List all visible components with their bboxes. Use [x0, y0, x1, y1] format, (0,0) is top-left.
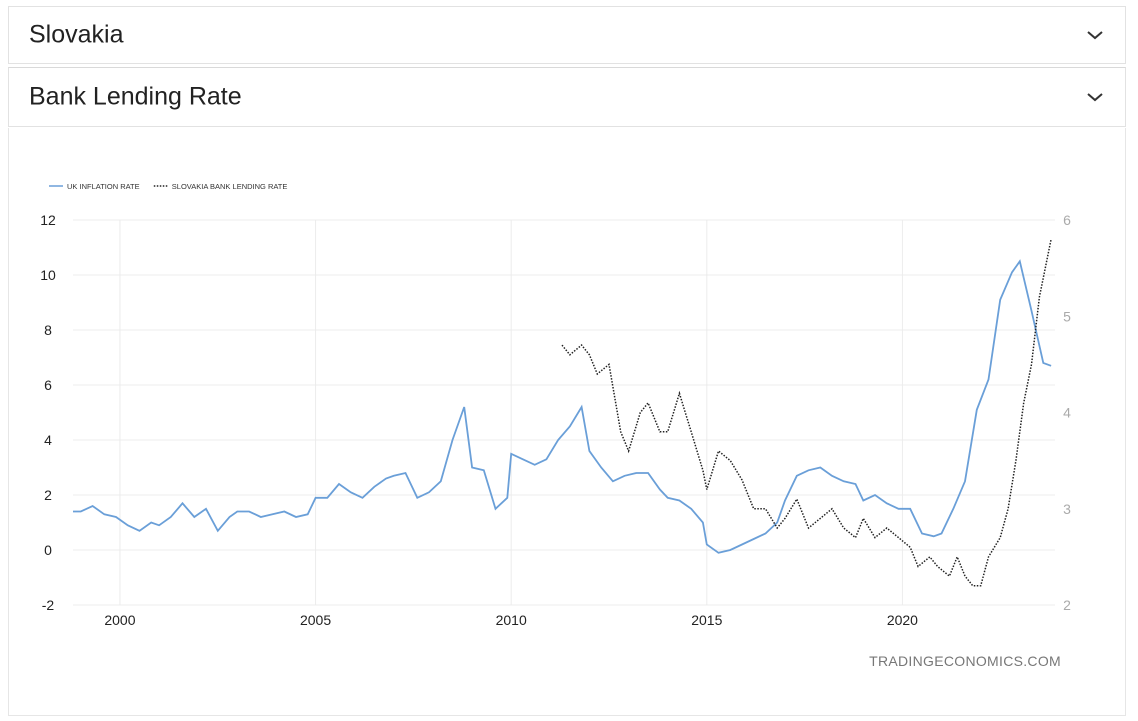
- y-right-tick-label: 2: [1063, 597, 1071, 613]
- indicator-panel[interactable]: Bank Lending Rate: [8, 67, 1126, 127]
- chart-container: 12 10 8 6 4 2 0 -2 6 5 4 3 2 2000 2005 2010 2015 2020 UK I…: [8, 128, 1126, 716]
- y-left-tick-label: 2: [44, 487, 52, 503]
- country-title: Slovakia: [29, 20, 124, 49]
- line-chart: 12 10 8 6 4 2 0 -2 6 5 4 3 2 2000 2005 2010 2015 2020 UK I…: [40, 182, 1071, 669]
- x-tick-label: 2000: [104, 612, 135, 628]
- chevron-down-icon[interactable]: [1085, 87, 1105, 107]
- y-left-tick-label: -2: [42, 597, 55, 613]
- y-left-tick-label: 10: [40, 267, 56, 283]
- chevron-down-icon[interactable]: [1085, 25, 1105, 45]
- y-left-tick-label: 6: [44, 377, 52, 393]
- x-tick-label: 2015: [691, 612, 722, 628]
- series-line-uk-inflation: [73, 259, 1052, 554]
- country-panel[interactable]: Slovakia: [8, 6, 1126, 64]
- y-left-tick-label: 8: [44, 322, 52, 338]
- y-left-tick-label: 12: [40, 212, 56, 228]
- y-left-tick-label: 0: [44, 542, 52, 558]
- series-line-slovakia-lending: [561, 239, 1052, 587]
- legend-label: UK INFLATION RATE: [67, 182, 140, 191]
- watermark: TRADINGECONOMICS.COM: [869, 653, 1061, 669]
- x-tick-label: 2005: [300, 612, 331, 628]
- indicator-title: Bank Lending Rate: [29, 82, 242, 111]
- y-left-tick-label: 4: [44, 432, 52, 448]
- x-tick-label: 2020: [887, 612, 918, 628]
- y-right-tick-label: 6: [1063, 212, 1071, 228]
- y-right-tick-label: 5: [1063, 308, 1071, 324]
- y-right-tick-label: 3: [1063, 501, 1071, 517]
- x-tick-label: 2010: [496, 612, 527, 628]
- y-right-tick-label: 4: [1063, 405, 1071, 421]
- legend-label: SLOVAKIA BANK LENDING RATE: [172, 182, 288, 191]
